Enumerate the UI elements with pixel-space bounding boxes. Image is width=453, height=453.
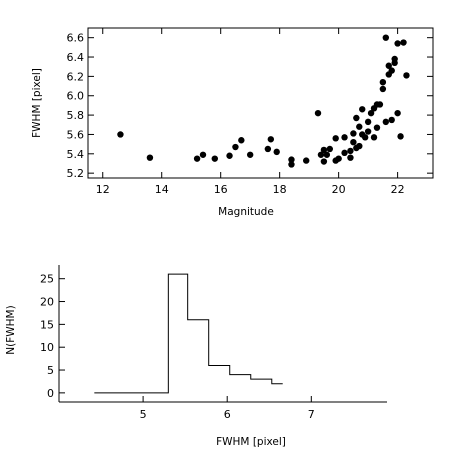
scatter-point: [320, 146, 328, 154]
scatter-point: [303, 157, 310, 164]
scatter-point: [403, 72, 410, 79]
histogram-axes: [58, 265, 387, 403]
histogram-step-line: [94, 273, 283, 394]
scatter-y-tick-label: 5.8: [67, 109, 85, 122]
scatter-point: [391, 55, 398, 63]
histogram-y-tick-label: 0: [47, 387, 54, 400]
scatter-point: [364, 118, 372, 126]
scatter-point: [376, 101, 384, 108]
scatter-point: [394, 109, 401, 117]
scatter-point: [359, 106, 366, 113]
histogram-x-axis-label: FWHM [pixel]: [216, 436, 286, 448]
scatter-x-tick-label: 14: [155, 183, 169, 196]
scatter-point: [332, 135, 339, 142]
scatter-point: [146, 154, 154, 161]
scatter-point: [379, 78, 387, 86]
histogram-y-tick-label: 20: [40, 296, 54, 309]
scatter-point: [400, 39, 407, 46]
histogram-x-tick-label: 6: [224, 408, 231, 421]
scatter-point: [341, 149, 348, 157]
scatter-point: [267, 136, 275, 143]
scatter-point: [364, 128, 372, 135]
scatter-x-axis-label: Magnitude: [218, 206, 274, 218]
scatter-point: [238, 137, 245, 144]
histogram-y-tick-label: 15: [40, 318, 54, 331]
scatter-point: [320, 158, 328, 165]
scatter-point: [347, 154, 354, 161]
scatter-point: [326, 145, 333, 153]
scatter-x-tick-label: 12: [96, 183, 110, 196]
scatter-point: [361, 134, 369, 141]
scatter-point: [356, 123, 363, 130]
scatter-point: [264, 145, 272, 153]
scatter-point: [397, 133, 404, 140]
scatter-y-tick-label: 6.4: [67, 51, 85, 64]
scatter-point: [335, 155, 342, 162]
scatter-y-tick-label: 6.6: [67, 32, 85, 45]
scatter-point: [347, 147, 354, 155]
scatter-y-tick-label: 5.2: [67, 167, 85, 180]
scatter-point: [317, 151, 325, 158]
scatter-point: [385, 62, 392, 69]
scatter-point: [246, 151, 254, 158]
histogram-y-tick-label: 5: [47, 364, 54, 377]
scatter-point: [314, 109, 322, 117]
scatter-ticks: 12 14 16 18 20 22 5.2 5.4 5.6 5.8 6.0 6.2 6.4 6.6: [67, 28, 433, 196]
scatter-point: [232, 143, 239, 151]
scatter-point: [323, 151, 331, 158]
scatter-point: [117, 131, 124, 138]
scatter-point: [353, 114, 360, 122]
scatter-x-tick-label: 16: [214, 183, 228, 196]
scatter-point: [288, 156, 295, 163]
scatter-panel: 12 14 16 18 20 22 5.2 5.4 5.6 5.8 6.0 6.2 6.4 6.6 Mag…: [31, 27, 434, 218]
scatter-point: [273, 148, 280, 156]
scatter-point: [388, 67, 395, 74]
scatter-plot-frame: [87, 27, 434, 179]
scatter-point: [373, 124, 381, 131]
scatter-point: [370, 134, 378, 141]
scatter-point: [211, 155, 218, 162]
histogram-y-tick-label: 25: [40, 273, 54, 286]
histogram-x-tick-label: 5: [140, 408, 147, 421]
scatter-point: [379, 85, 387, 93]
histogram-y-axis-label: N(FWHM): [5, 305, 17, 354]
scatter-y-tick-label: 5.6: [67, 128, 85, 141]
scatter-point: [356, 142, 363, 150]
scatter-point: [388, 116, 395, 124]
scatter-point: [394, 40, 401, 47]
histogram-x-tick-label: 7: [308, 408, 315, 421]
scatter-point: [288, 161, 295, 168]
scatter-point: [367, 109, 375, 117]
scatter-point: [350, 130, 357, 137]
scatter-point: [382, 34, 390, 41]
histogram-ticks: 5 6 7 0 5 10 15 20 25: [40, 273, 315, 421]
scatter-y-tick-label: 5.4: [67, 148, 85, 161]
scatter-y-tick-label: 6.2: [67, 70, 85, 83]
scatter-y-tick-label: 6.0: [67, 90, 85, 103]
scatter-point: [341, 134, 348, 141]
scatter-x-tick-label: 20: [332, 183, 346, 196]
scatter-point: [193, 155, 201, 162]
scatter-point: [199, 151, 207, 158]
scatter-point: [382, 118, 390, 126]
scatter-x-tick-label: 18: [273, 183, 287, 196]
scatter-point: [226, 152, 233, 159]
scatter-points: [117, 34, 410, 168]
scatter-x-tick-label: 22: [391, 183, 405, 196]
scatter-y-axis-label: FWHM [pixel]: [31, 68, 43, 138]
histogram-y-tick-label: 10: [40, 341, 54, 354]
histogram-panel: 5 6 7 0 5 10 15 20 25 FWHM [pixel] N(FWHM): [5, 265, 387, 448]
scatter-point: [350, 138, 357, 146]
